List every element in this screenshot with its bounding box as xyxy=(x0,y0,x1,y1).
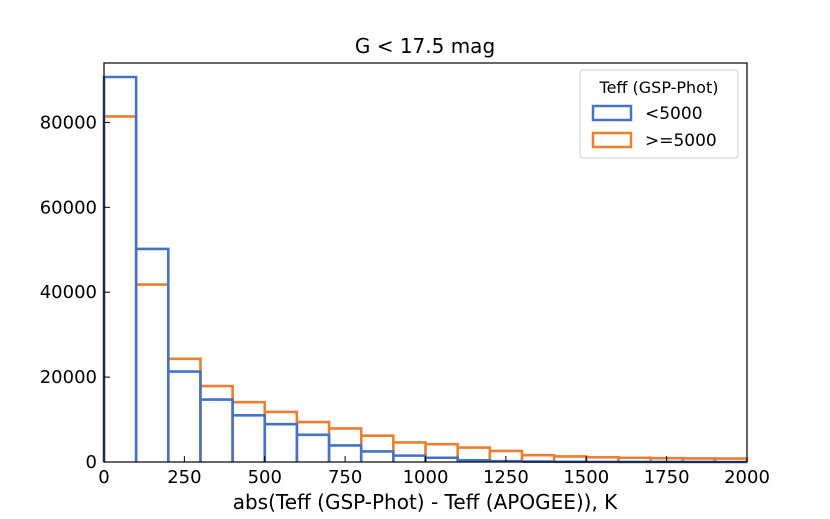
bar-ge5000-bin-2 xyxy=(168,357,202,462)
x-tick-label: 500 xyxy=(248,467,282,488)
x-axis-label: abs(Teff (GSP-Phot) - Teff (APOGEE)), K xyxy=(233,490,618,514)
legend-title: Teff (GSP-Phot) xyxy=(599,78,719,97)
legend-swatch-ge5000 xyxy=(591,131,633,149)
x-tick-label: 750 xyxy=(328,467,362,488)
bar-lt5000-bin-10 xyxy=(425,456,459,462)
y-tick-label: 60000 xyxy=(40,197,97,218)
bar-ge5000-bin-5 xyxy=(264,410,299,462)
legend-swatch-lt5000 xyxy=(591,104,633,122)
x-tick-label: 0 xyxy=(98,467,109,488)
legend: Teff (GSP-Phot) <5000 >=5000 xyxy=(579,69,739,159)
bar-lt5000-bin-3 xyxy=(200,398,234,462)
y-axis-ticks: 0 20000 40000 60000 80000 xyxy=(40,112,110,473)
bar-ge5000-bin-1 xyxy=(136,283,170,462)
y-tick-label: 0 xyxy=(86,452,97,473)
x-tick-label: 1750 xyxy=(644,467,690,488)
y-tick-label: 40000 xyxy=(40,282,97,303)
y-tick-label: 20000 xyxy=(40,367,97,388)
bar-lt5000-bin-1 xyxy=(136,247,170,462)
bar-lt5000-bin-9 xyxy=(393,454,427,462)
y-tick-label: 80000 xyxy=(40,112,97,133)
bar-ge5000-bin-6 xyxy=(296,420,331,462)
bar-ge5000-bin-3 xyxy=(200,384,234,462)
legend-label-ge5000: >=5000 xyxy=(645,131,717,151)
bar-lt5000-bin-0 xyxy=(102,75,138,462)
bar-ge5000-bin-11 xyxy=(457,446,492,462)
bar-ge5000-bin-12 xyxy=(489,449,524,462)
bar-ge5000-bin-4 xyxy=(232,400,267,462)
bar-lt5000-bin-8 xyxy=(361,450,395,462)
x-tick-label: 1250 xyxy=(483,467,529,488)
x-tick-label: 1500 xyxy=(563,467,609,488)
x-axis-ticks: 0 250 500 750 1000 1250 1500 1750 2000 xyxy=(98,456,770,488)
bar-ge5000-bin-10 xyxy=(425,442,459,462)
bar-lt5000-bin-6 xyxy=(296,433,331,462)
bar-lt5000-bin-2 xyxy=(168,370,202,462)
legend-label-lt5000: <5000 xyxy=(645,104,703,124)
x-tick-label: 1000 xyxy=(403,467,449,488)
bar-lt5000-bin-7 xyxy=(329,444,363,462)
bar-ge5000-bin-9 xyxy=(393,441,427,462)
x-tick-label: 250 xyxy=(167,467,201,488)
legend-box xyxy=(579,69,739,159)
chart-title: G < 17.5 mag xyxy=(355,34,495,58)
x-tick-label: 2000 xyxy=(724,467,770,488)
bar-ge5000-bin-0 xyxy=(102,115,138,462)
bar-lt5000-bin-5 xyxy=(264,422,299,462)
bar-ge5000-bin-8 xyxy=(361,434,395,462)
bar-lt5000-bin-4 xyxy=(232,414,267,462)
